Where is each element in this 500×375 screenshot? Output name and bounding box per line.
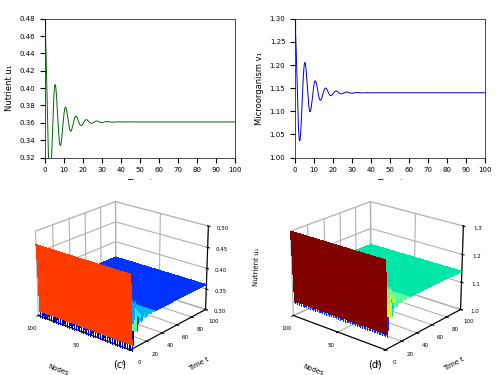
Y-axis label: Microorganism v₁: Microorganism v₁ bbox=[255, 52, 264, 124]
Title: (a): (a) bbox=[133, 186, 147, 196]
Y-axis label: Time t: Time t bbox=[442, 356, 464, 372]
Y-axis label: Time t: Time t bbox=[188, 356, 210, 372]
Title: (b): (b) bbox=[383, 186, 397, 196]
X-axis label: Nodes: Nodes bbox=[302, 363, 324, 375]
Title: (c): (c) bbox=[114, 360, 126, 370]
X-axis label: Time t: Time t bbox=[127, 179, 153, 188]
X-axis label: Time t: Time t bbox=[377, 179, 403, 188]
X-axis label: Nodes: Nodes bbox=[46, 363, 69, 375]
Y-axis label: Nutrient u₁: Nutrient u₁ bbox=[5, 65, 14, 111]
Title: (d): (d) bbox=[368, 360, 382, 370]
